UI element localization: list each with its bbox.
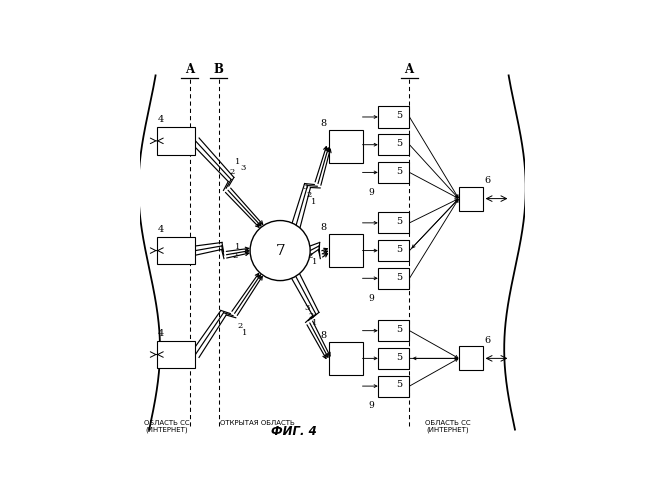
Text: 1: 1: [312, 318, 318, 326]
Bar: [157, 340, 196, 368]
Bar: [157, 127, 196, 154]
Text: A: A: [404, 63, 413, 76]
Bar: [378, 240, 410, 261]
Text: ОТКРЫТАЯ ОБЛАСТЬ: ОТКРЫТАЯ ОБЛАСТЬ: [220, 420, 295, 426]
Text: 3: 3: [303, 244, 308, 252]
Text: 8: 8: [320, 119, 327, 128]
Text: 4: 4: [157, 224, 164, 234]
Text: ФИГ. 4: ФИГ. 4: [271, 425, 316, 438]
Text: B: B: [214, 63, 224, 76]
Text: ОБЛАСТЬ СС
(ИНТЕРНЕТ): ОБЛАСТЬ СС (ИНТЕРНЕТ): [425, 420, 470, 434]
Text: 6: 6: [485, 336, 491, 344]
Circle shape: [250, 220, 310, 280]
Text: 1: 1: [242, 328, 247, 336]
Text: ОБЛАСТЬ СС
(ИНТЕРНЕТ): ОБЛАСТЬ СС (ИНТЕРНЕТ): [144, 420, 189, 434]
Bar: [157, 236, 196, 264]
Text: 6: 6: [485, 176, 491, 184]
Bar: [378, 212, 410, 234]
Bar: [329, 342, 362, 374]
Text: 2: 2: [238, 322, 243, 330]
Text: 7: 7: [275, 244, 285, 258]
Text: 2: 2: [308, 312, 314, 320]
Text: 2: 2: [307, 252, 312, 260]
Text: 5: 5: [397, 112, 402, 120]
Text: 1: 1: [235, 158, 240, 166]
Text: 1: 1: [312, 258, 317, 266]
Text: 5: 5: [397, 272, 402, 281]
Text: 2: 2: [229, 168, 235, 175]
Text: 8: 8: [320, 223, 327, 232]
Text: 2: 2: [233, 252, 238, 260]
Text: 1: 1: [235, 242, 240, 250]
Text: 2: 2: [307, 190, 312, 198]
Text: A: A: [185, 63, 194, 76]
Text: 5: 5: [397, 352, 402, 362]
Text: 3: 3: [305, 304, 310, 312]
Text: 5: 5: [397, 325, 402, 334]
Bar: [378, 348, 410, 369]
Bar: [378, 134, 410, 156]
Bar: [459, 186, 483, 210]
Text: 5: 5: [397, 139, 402, 148]
Text: 5: 5: [397, 380, 402, 390]
Text: 5: 5: [397, 245, 402, 254]
Text: 3: 3: [303, 183, 308, 191]
Bar: [459, 346, 483, 370]
Text: 9: 9: [368, 188, 374, 196]
Text: 1: 1: [311, 198, 316, 205]
Text: 9: 9: [368, 402, 374, 410]
Bar: [378, 162, 410, 183]
Text: 8: 8: [320, 330, 327, 340]
Text: 4: 4: [157, 115, 164, 124]
Text: 9: 9: [368, 294, 374, 302]
Text: 5: 5: [397, 167, 402, 176]
Bar: [329, 234, 362, 267]
Text: 3: 3: [241, 164, 246, 172]
Bar: [378, 106, 410, 128]
Text: 4: 4: [157, 328, 164, 338]
Bar: [378, 376, 410, 396]
Bar: [329, 130, 362, 163]
Text: 5: 5: [397, 217, 402, 226]
Bar: [378, 268, 410, 289]
Bar: [378, 320, 410, 341]
